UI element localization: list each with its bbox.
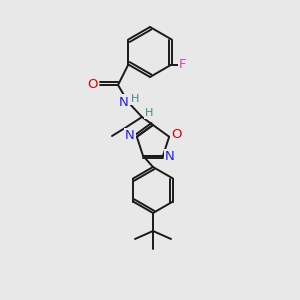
Text: N: N: [125, 129, 135, 142]
Text: H: H: [145, 108, 153, 118]
Text: H: H: [131, 94, 139, 104]
Text: N: N: [165, 150, 175, 163]
Text: O: O: [87, 79, 97, 92]
Text: N: N: [119, 95, 129, 109]
Text: O: O: [171, 128, 181, 141]
Text: F: F: [179, 58, 186, 71]
